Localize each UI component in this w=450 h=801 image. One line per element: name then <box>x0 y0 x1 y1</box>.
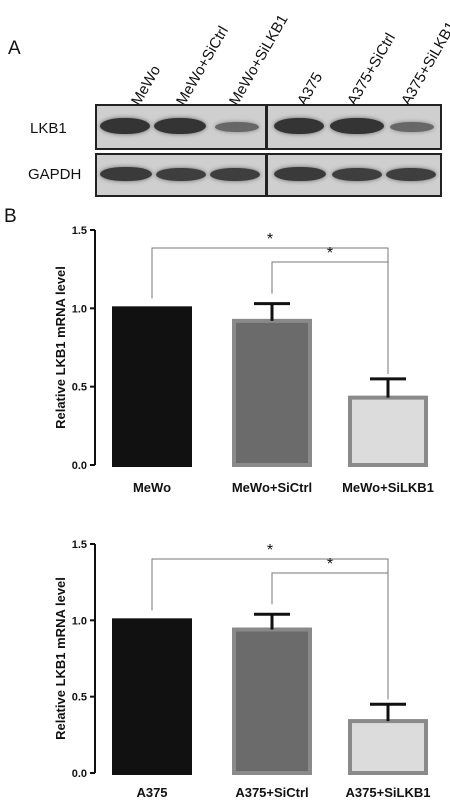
blot-row-label-lkb1: LKB1 <box>30 120 67 137</box>
category-label: MeWo+SiCtrl <box>232 480 312 495</box>
panel-a-label: A <box>8 38 21 59</box>
significance-star: * <box>327 245 333 262</box>
mewo-bar-chart: 0.0 0.5 1.0 1.5 Relative LKB1 mRNA level MeWo… <box>53 225 434 495</box>
category-label: A375+SiCtrl <box>235 785 308 800</box>
band-gapdh-lane-6 <box>386 168 436 181</box>
band-lkb1-lane-1 <box>100 118 150 134</box>
lane-label-mewo-silkb1: MeWo+SiLKB1 <box>226 11 292 109</box>
band-gapdh-lane-5 <box>332 168 382 181</box>
bar-mewo <box>112 306 192 468</box>
category-label: MeWo <box>133 480 171 495</box>
lane-label-a375-sictrl: A375+SiCtrl <box>344 30 399 109</box>
lane-label-mewo: MeWo <box>128 62 165 109</box>
y-axis-label: Relative LKB1 mRNA level <box>53 266 68 429</box>
y-tick-label: 1.0 <box>72 303 87 315</box>
band-lkb1-lane-3 <box>215 122 259 132</box>
band-lkb1-lane-4 <box>274 118 324 134</box>
a375-bar-chart: 0.0 0.5 1.0 1.5 Relative LKB1 mRNA level A375… <box>53 539 431 800</box>
significance-bracket <box>271 572 389 700</box>
significance-star: * <box>327 556 333 573</box>
y-tick-label: 1.5 <box>72 539 87 551</box>
bar-a375-silkb1 <box>348 719 428 776</box>
significance-star: * <box>267 542 273 559</box>
lane-label-a375-silkb1: A375+SiLKB1 <box>398 18 450 109</box>
band-gapdh-lane-4 <box>274 167 326 181</box>
y-tick-label: 0.0 <box>72 768 87 780</box>
lane-label-a375: A375 <box>294 69 327 109</box>
y-tick-label: 0.5 <box>72 382 87 394</box>
y-axis-label: Relative LKB1 mRNA level <box>53 577 68 740</box>
band-lkb1-lane-5 <box>330 118 384 134</box>
bar-a375-sictrl <box>232 627 312 775</box>
bar-a375 <box>112 618 192 776</box>
y-tick-label: 0.0 <box>72 460 87 472</box>
band-lkb1-lane-2 <box>154 118 206 134</box>
band-gapdh-lane-3 <box>210 168 260 181</box>
y-tick-label: 0.5 <box>72 692 87 704</box>
band-gapdh-lane-2 <box>156 168 206 181</box>
blot-row-label-gapdh: GAPDH <box>28 166 82 183</box>
category-label: MeWo+SiLKB1 <box>342 480 434 495</box>
panel-b-label: B <box>4 206 17 227</box>
category-label: A375 <box>136 785 167 800</box>
category-label: A375+SiLKB1 <box>346 785 431 800</box>
significance-bracket <box>271 261 389 374</box>
band-gapdh-lane-1 <box>100 167 152 181</box>
significance-star: * <box>267 231 273 248</box>
y-tick-label: 1.5 <box>72 225 87 237</box>
lane-label-mewo-sictrl: MeWo+SiCtrl <box>173 23 232 109</box>
bar-mewo-silkb1 <box>348 395 428 467</box>
bar-mewo-sictrl <box>232 318 312 467</box>
y-tick-label: 1.0 <box>72 615 87 627</box>
band-lkb1-lane-6 <box>390 122 434 132</box>
